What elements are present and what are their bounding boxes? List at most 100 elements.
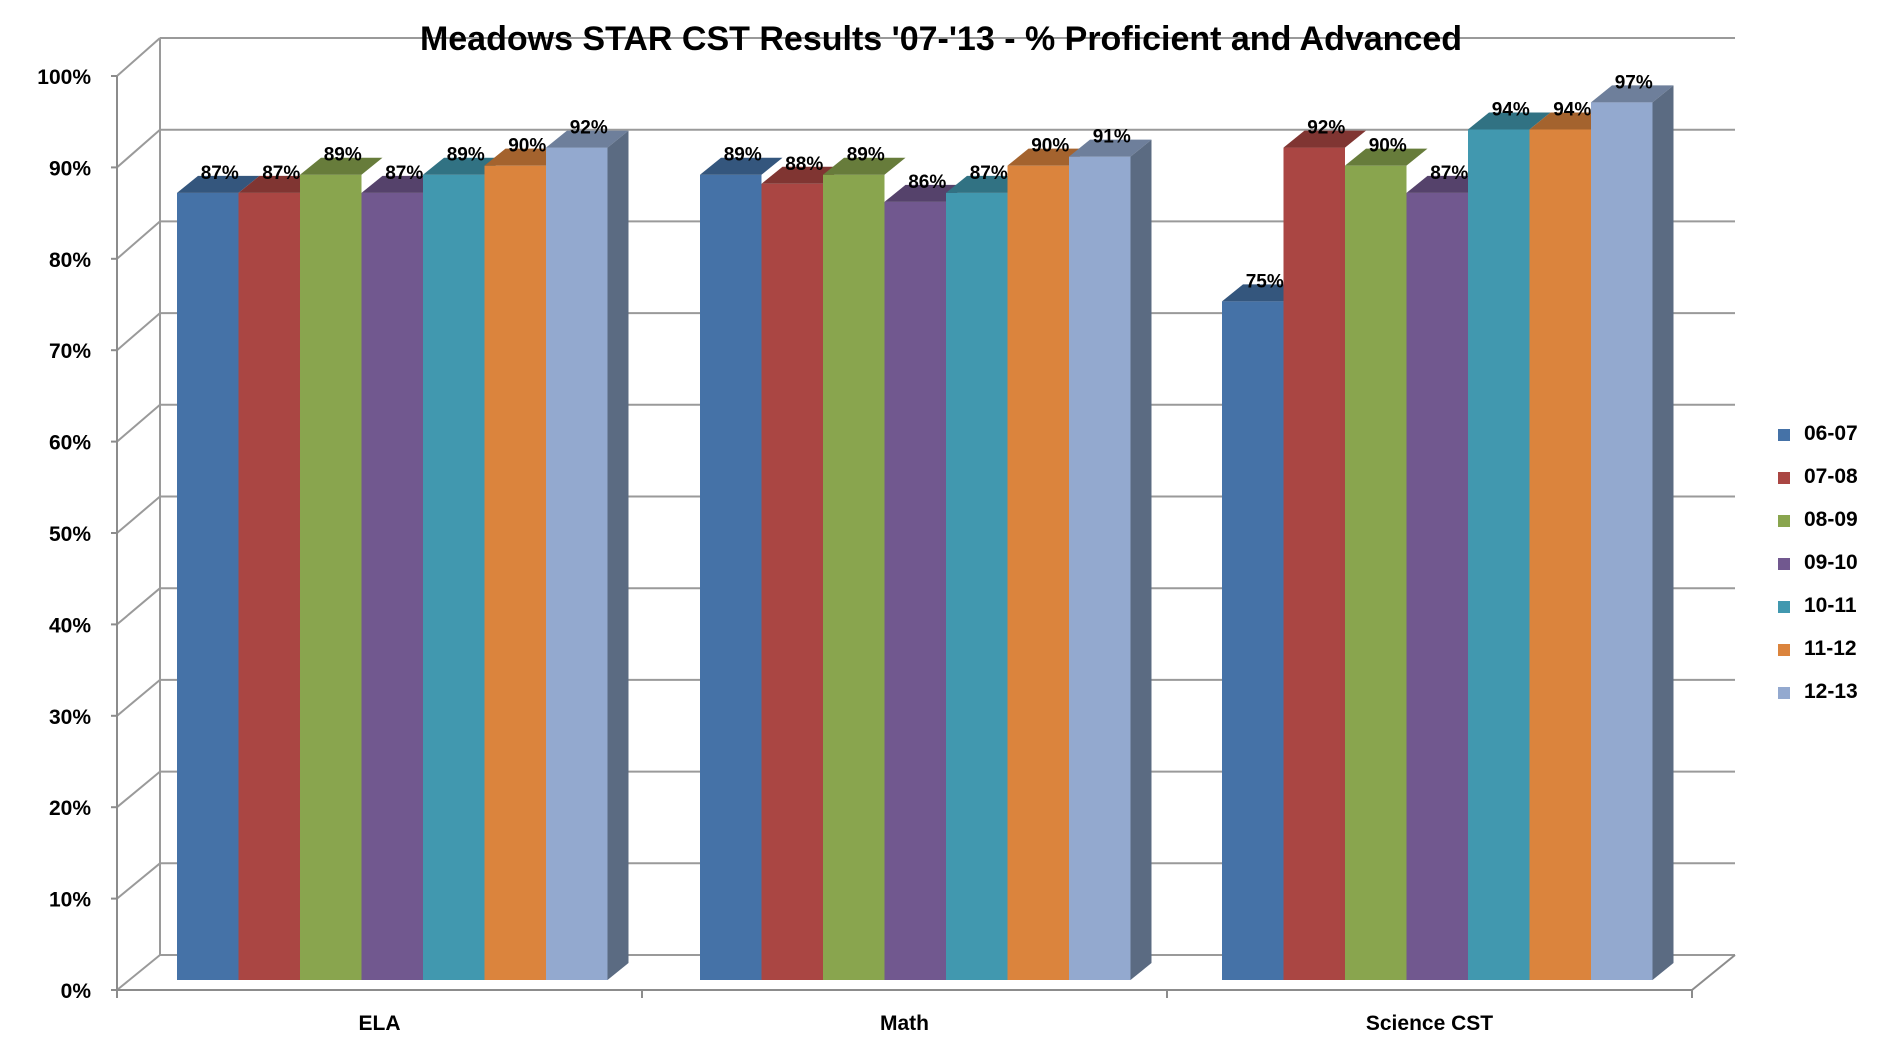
legend-label: 12-13: [1804, 680, 1858, 703]
data-label: 86%: [908, 172, 946, 193]
gridline-side: [116, 495, 161, 534]
legend-swatch: [1778, 472, 1790, 484]
data-label: 94%: [1492, 99, 1530, 120]
bar: [1406, 175, 1489, 981]
legend-item: 12-13: [1778, 676, 1882, 719]
legend-label: 10-11: [1804, 594, 1857, 617]
bar-front: [761, 183, 823, 981]
bar-front: [1345, 165, 1407, 981]
gridline-side: [116, 954, 161, 991]
bar-front: [361, 192, 423, 981]
bar: [1007, 148, 1090, 981]
bar-top: [1283, 130, 1366, 148]
bar: [1345, 148, 1428, 981]
bars: 87% 87% 89% 87% 89% 90% 92% 89% 88% 89% 86% 87% 90% 9…: [177, 72, 1674, 981]
bar: [823, 157, 906, 981]
y-tick-label: 30%: [49, 706, 91, 729]
data-label: 89%: [724, 145, 762, 166]
legend-swatch: [1778, 687, 1790, 699]
data-label: 92%: [1307, 118, 1345, 139]
legend-item: 07-08: [1778, 461, 1882, 504]
y-tick-label: 20%: [49, 797, 91, 820]
data-label: 91%: [1093, 127, 1131, 148]
data-label: 89%: [447, 145, 485, 166]
gridline-side: [116, 587, 161, 626]
bar-top: [1468, 112, 1551, 130]
bar: [1591, 85, 1674, 981]
bar-front: [946, 192, 1008, 981]
gridline-side: [116, 37, 161, 77]
y-tick-label: 70%: [49, 340, 91, 363]
data-label: 87%: [262, 163, 300, 184]
y-tick-label: 40%: [49, 614, 91, 637]
bar-front: [484, 165, 546, 981]
bar-front: [238, 192, 300, 981]
legend-swatch: [1778, 558, 1790, 570]
bar-side: [1130, 139, 1152, 981]
bar: [884, 184, 967, 981]
bar: [946, 175, 1029, 981]
bar: [761, 166, 844, 981]
y-tick-label: 100%: [37, 66, 91, 89]
floor-edge: [1691, 954, 1736, 991]
gridline-side: [116, 862, 161, 900]
data-label: 89%: [324, 145, 362, 166]
legend-item: 10-11: [1778, 590, 1882, 633]
bar-top: [177, 175, 260, 193]
data-label: 89%: [847, 145, 885, 166]
data-label: 87%: [385, 163, 423, 184]
bar: [1069, 139, 1152, 981]
bar-top: [546, 130, 629, 148]
y-tick-label: 10%: [49, 889, 91, 912]
bar-front: [423, 174, 485, 981]
bar-front: [1529, 129, 1591, 981]
data-label: 87%: [1430, 163, 1468, 184]
bar-front: [1069, 156, 1131, 981]
legend-item: 11-12: [1778, 633, 1882, 676]
bar: [1468, 112, 1551, 981]
bar: [1529, 112, 1612, 981]
x-tick-label: ELA: [359, 1012, 401, 1035]
legend-swatch: [1778, 515, 1790, 527]
legend-swatch: [1778, 601, 1790, 613]
gridline-side: [116, 679, 161, 717]
data-label: 87%: [970, 163, 1008, 184]
gridline-side: [116, 220, 161, 260]
bar: [361, 175, 444, 981]
bar: [423, 157, 506, 981]
data-label: 94%: [1553, 99, 1591, 120]
bar-front: [1591, 102, 1653, 981]
legend-swatch: [1778, 644, 1790, 656]
data-label: 87%: [201, 163, 239, 184]
gridline-side: [116, 312, 161, 351]
data-label: 90%: [1031, 136, 1069, 157]
bar-front: [1222, 301, 1284, 980]
bar-top: [1591, 85, 1674, 103]
data-label: 92%: [570, 118, 608, 139]
data-label: 90%: [1369, 136, 1407, 157]
gridline-side: [116, 404, 161, 443]
bar: [546, 130, 629, 981]
x-tick-label: Math: [880, 1012, 929, 1035]
bar-top: [1345, 148, 1428, 166]
bar-front: [546, 147, 608, 981]
legend-label: 06-07: [1804, 422, 1858, 445]
bar: [484, 148, 567, 981]
bar-front: [1406, 192, 1468, 981]
bar-front: [884, 201, 946, 981]
bar-front: [700, 174, 762, 981]
bar-front: [823, 174, 885, 981]
chart-title: Meadows STAR CST Results '07-'13 - % Pro…: [419, 20, 1463, 58]
bar: [177, 175, 260, 981]
legend-swatch: [1778, 429, 1790, 441]
bar-top: [300, 157, 383, 175]
legend-item: 09-10: [1778, 547, 1882, 590]
gridline-side: [116, 770, 161, 808]
bar-front: [300, 174, 362, 981]
bar-front: [1468, 129, 1530, 981]
legend-label: 09-10: [1804, 551, 1858, 574]
legend-item: 08-09: [1778, 504, 1882, 547]
legend-item: 06-07: [1778, 418, 1882, 461]
bar: [238, 175, 321, 981]
